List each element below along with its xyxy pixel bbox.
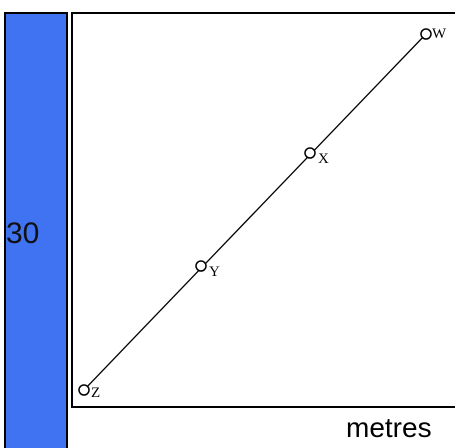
point-y-label: Y xyxy=(209,264,220,280)
value-strip xyxy=(4,12,68,448)
point-y-marker xyxy=(195,260,207,272)
point-x-label: X xyxy=(318,151,329,167)
point-w-label: W xyxy=(432,26,447,42)
point-z-label: Z xyxy=(91,385,100,401)
point-x-marker xyxy=(304,147,316,159)
segment-line xyxy=(83,33,427,391)
point-w-marker xyxy=(420,28,432,40)
strip-value-label: 30 xyxy=(6,217,40,250)
plot-area xyxy=(71,12,455,408)
point-z-marker xyxy=(78,384,90,396)
baseline-divider xyxy=(71,406,455,408)
unit-label: metres xyxy=(346,412,432,443)
